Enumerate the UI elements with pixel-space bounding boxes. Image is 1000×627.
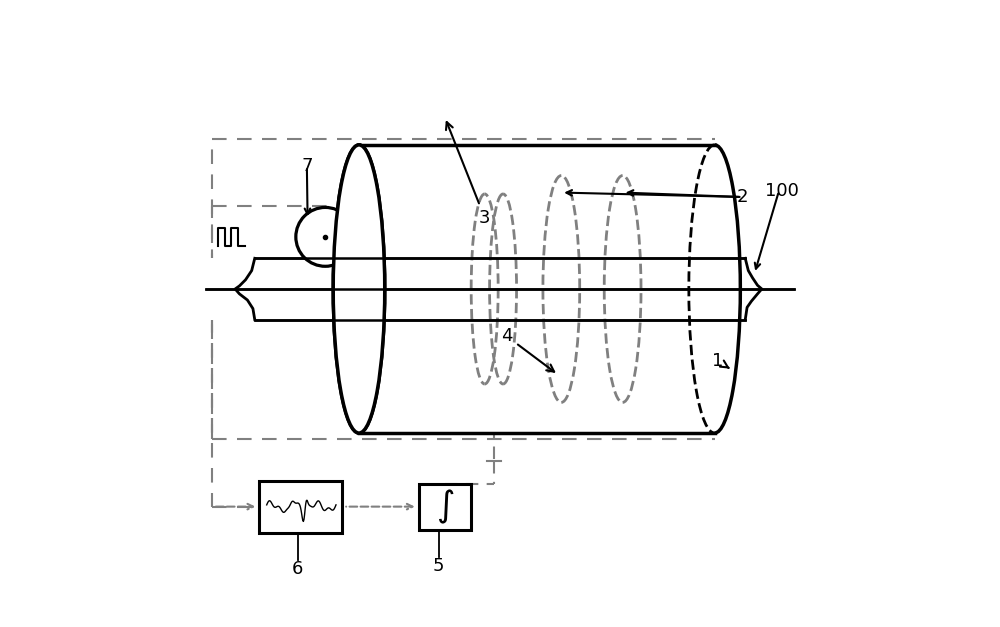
- Text: 100: 100: [765, 182, 799, 200]
- Circle shape: [296, 208, 355, 266]
- Text: 2: 2: [736, 188, 748, 206]
- FancyBboxPatch shape: [259, 480, 342, 533]
- Polygon shape: [359, 145, 715, 433]
- Polygon shape: [206, 258, 794, 320]
- Text: 6: 6: [292, 561, 303, 579]
- Ellipse shape: [333, 145, 385, 433]
- Text: 3: 3: [446, 122, 490, 227]
- Text: $\int$: $\int$: [436, 488, 454, 525]
- Ellipse shape: [333, 145, 385, 433]
- Text: 4: 4: [501, 327, 554, 372]
- Text: 1: 1: [712, 352, 729, 370]
- Text: 5: 5: [433, 557, 444, 576]
- FancyBboxPatch shape: [419, 483, 471, 530]
- Text: 7: 7: [301, 157, 313, 176]
